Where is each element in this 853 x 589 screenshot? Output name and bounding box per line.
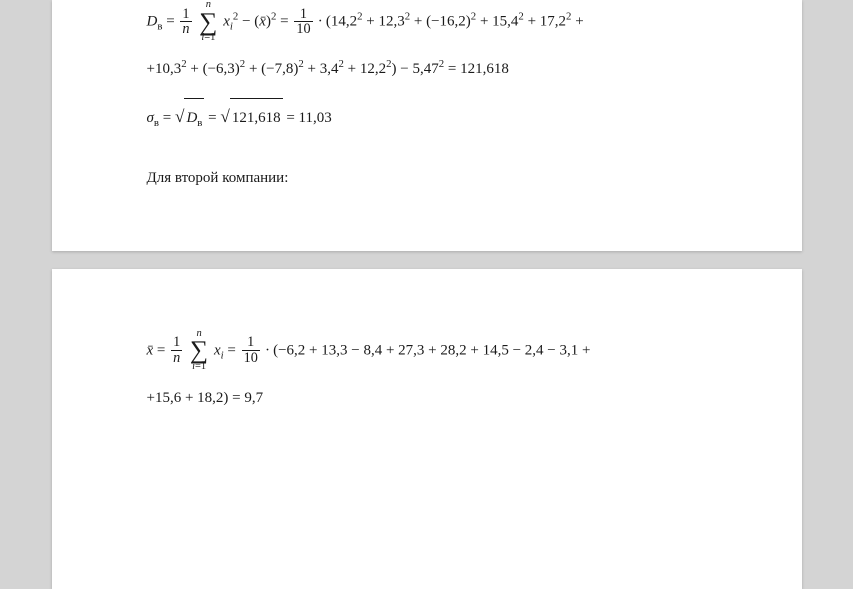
equation-variance-line2: +10,32 + (−6,3)2 + (−7,8)2 + 3,42 + 12,2… — [147, 50, 747, 89]
stddev-result: = 11,03 — [286, 110, 331, 126]
terms-line1-b: + 12,3 — [362, 13, 404, 29]
denominator-10: 10 — [294, 22, 312, 37]
subscript-v: в — [157, 20, 162, 32]
radicand-value: 121,618 — [230, 98, 283, 138]
sigma-icon: ∑ — [199, 11, 217, 34]
mean-terms-line2: +15,6 + 18,2) = 9,7 — [147, 390, 264, 406]
equation-mean-line1: x̄ = 1 n n ∑ i=1 xi = 1 10 ∙ (−6,2 + 13,… — [147, 329, 747, 373]
terms-line2-a: +10,3 — [147, 61, 182, 77]
symbol-xbar: x̄ — [259, 13, 266, 29]
symbol-xbar2: x̄ — [147, 342, 154, 358]
terms-line2-b: + (−6,3) — [187, 61, 240, 77]
symbol-D: D — [147, 13, 158, 29]
fraction-1-n-b: 1 n — [171, 335, 182, 366]
sqrt-val: 121,618 — [220, 95, 282, 140]
document-page-1: Dв = 1 n n ∑ i=1 xi2 − (x̄)2 = 1 10 ∙ (1… — [52, 0, 802, 251]
terms-line2-d: + 3,4 — [304, 61, 339, 77]
equals-6: = — [227, 342, 239, 358]
symbol-x: x — [223, 13, 230, 29]
denominator-10b: 10 — [242, 351, 260, 366]
equation-variance-line1: Dв = 1 n n ∑ i=1 xi2 − (x̄)2 = 1 10 ∙ (1… — [147, 0, 747, 44]
sqrt-D: Dв — [175, 95, 204, 140]
fraction-1-10: 1 10 — [294, 7, 312, 38]
terms-line2-close: ) − 5,47 — [392, 61, 439, 77]
equation-mean-line2: +15,6 + 18,2) = 9,7 — [147, 379, 747, 418]
symbol-D2: D — [186, 110, 197, 126]
terms-line1-a: ∙ (14,2 — [315, 13, 358, 29]
document-page-2: x̄ = 1 n n ∑ i=1 xi = 1 10 ∙ (−6,2 + 13,… — [52, 269, 802, 589]
superscript-2-x: 2 — [233, 10, 238, 22]
terms-line2-result: = 121,618 — [444, 61, 509, 77]
terms-line1-e: + 17,2 — [524, 13, 566, 29]
numerator-1c: 1 — [171, 335, 182, 351]
equals-2: = — [280, 13, 292, 29]
numerator-1: 1 — [180, 7, 191, 23]
subscript-i2: i — [221, 349, 224, 361]
equals-1: = — [166, 13, 178, 29]
terms-line1-c: + (−16,2) — [410, 13, 471, 29]
subscript-v2: в — [154, 117, 159, 129]
equation-stddev: σв = Dв = 121,618 = 11,03 — [147, 95, 747, 140]
text-second-company: Для второй компании: — [147, 162, 747, 195]
terms-line1-d: + 15,4 — [476, 13, 518, 29]
symbol-sigma: σ — [147, 110, 154, 126]
summation-symbol-2: n ∑ i=1 — [190, 329, 208, 373]
symbol-x2: x — [214, 342, 221, 358]
denominator-n: n — [182, 21, 189, 37]
fraction-1-10-b: 1 10 — [242, 335, 260, 366]
numerator-1b: 1 — [294, 7, 312, 23]
terms-line2-c: + (−7,8) — [245, 61, 298, 77]
sum-lower-eq: =1 — [204, 32, 215, 43]
sum-lower-eq-2: =1 — [195, 361, 206, 372]
equals-3: = — [163, 110, 175, 126]
terms-line2-e: + 12,2 — [344, 61, 386, 77]
sigma-icon-2: ∑ — [190, 339, 208, 362]
summation-symbol: n ∑ i=1 — [199, 0, 217, 44]
equals-5: = — [157, 342, 169, 358]
numerator-1d: 1 — [242, 335, 260, 351]
denominator-n2: n — [173, 350, 180, 366]
fraction-1-n: 1 n — [180, 7, 191, 38]
equals-4: = — [208, 110, 220, 126]
mean-terms-line1: ∙ (−6,2 + 13,3 − 8,4 + 27,3 + 28,2 + 14,… — [262, 342, 591, 358]
superscript-2-xbar: 2 — [271, 10, 276, 22]
minus-open: − ( — [242, 13, 259, 29]
subscript-v3: в — [197, 117, 202, 129]
terms-line1-end: + — [571, 13, 583, 29]
